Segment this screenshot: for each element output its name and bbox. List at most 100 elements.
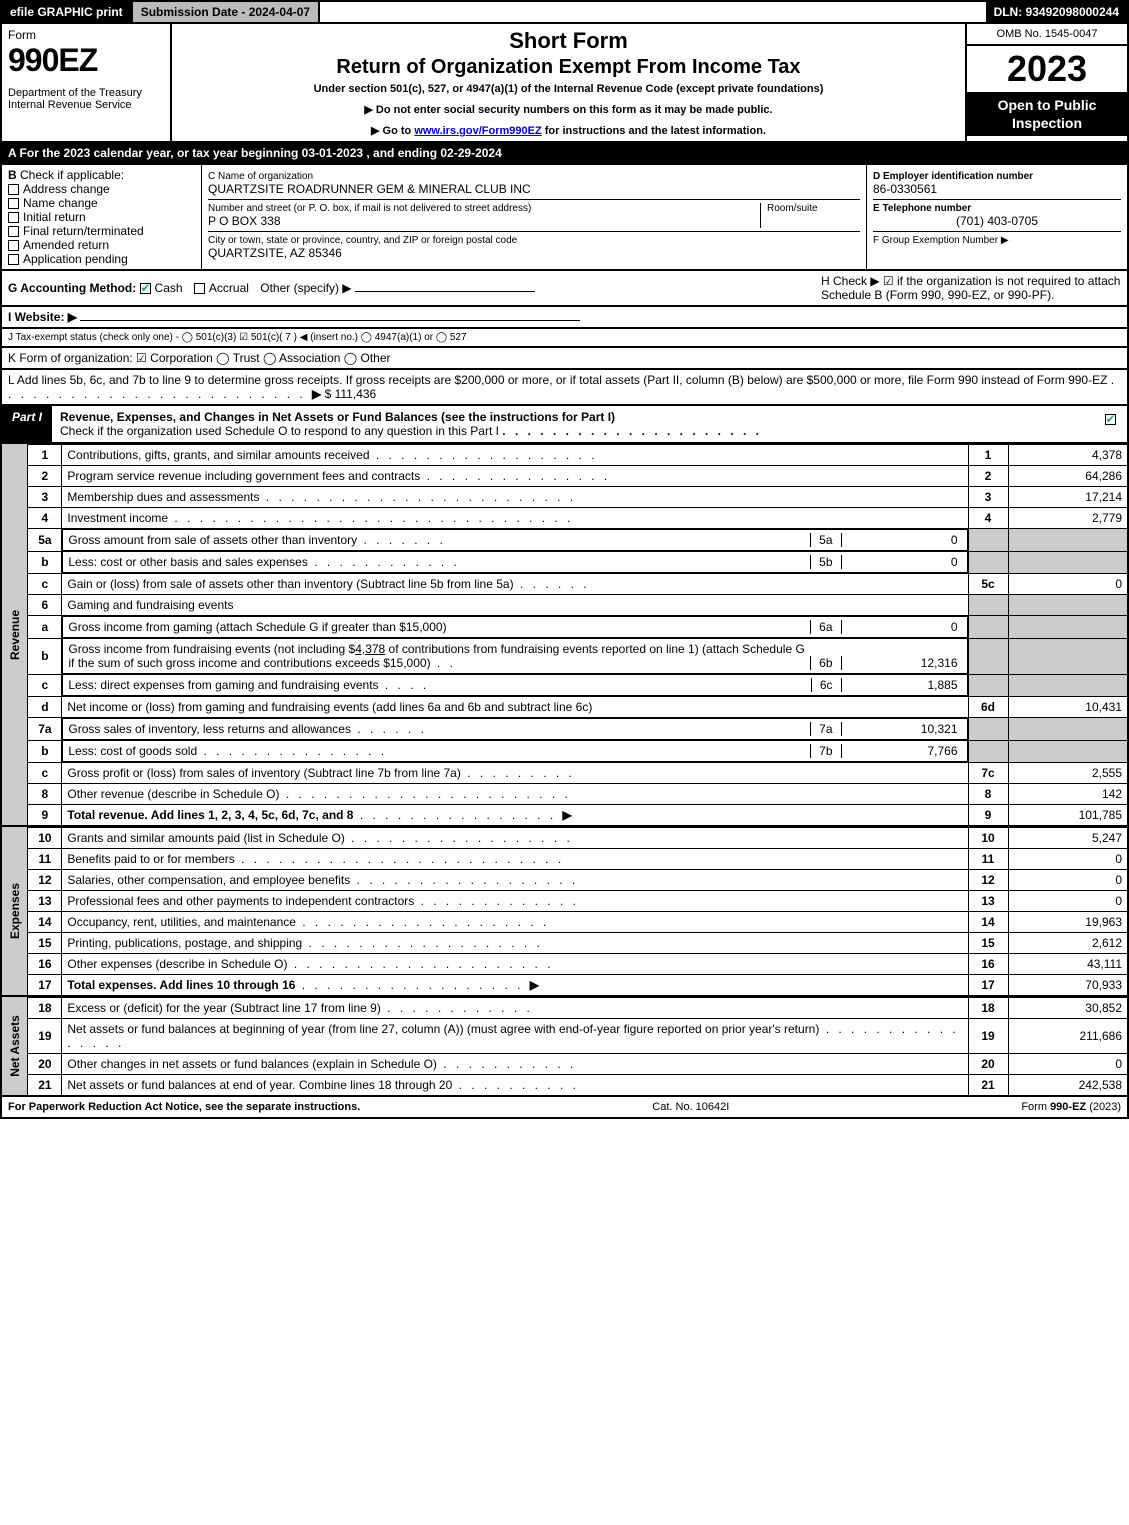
d-label: D Employer identification number xyxy=(873,171,1121,182)
section-l: L Add lines 5b, 6c, and 7b to line 9 to … xyxy=(0,370,1129,406)
l-amount: $ 111,436 xyxy=(325,387,377,401)
irs-link[interactable]: www.irs.gov/Form990EZ xyxy=(414,125,541,137)
department: Department of the Treasury Internal Reve… xyxy=(8,87,164,111)
line-5c: cGain or (loss) from sale of assets othe… xyxy=(28,574,1128,595)
expenses-table: 10Grants and similar amounts paid (list … xyxy=(27,827,1129,997)
e-label: E Telephone number xyxy=(873,203,1121,214)
l-arrow: ▶ xyxy=(312,387,321,401)
line-21: 21Net assets or fund balances at end of … xyxy=(28,1075,1128,1097)
chk-name-change[interactable] xyxy=(8,198,19,209)
footer-left: For Paperwork Reduction Act Notice, see … xyxy=(8,1101,360,1113)
l-text: L Add lines 5b, 6c, and 7b to line 9 to … xyxy=(8,373,1107,387)
chk-final-return[interactable] xyxy=(8,226,19,237)
line-14: 14Occupancy, rent, utilities, and mainte… xyxy=(28,912,1128,933)
line-11: 11Benefits paid to or for members . . . … xyxy=(28,849,1128,870)
chk-address-change[interactable] xyxy=(8,184,19,195)
line-8: 8Other revenue (describe in Schedule O) … xyxy=(28,784,1128,805)
line-6: 6Gaming and fundraising events xyxy=(28,595,1128,616)
section-j: J Tax-exempt status (check only one) - ◯… xyxy=(0,329,1129,348)
title-short-form: Short Form xyxy=(178,28,959,54)
header-left: Form 990EZ Department of the Treasury In… xyxy=(2,24,172,141)
line-16: 16Other expenses (describe in Schedule O… xyxy=(28,954,1128,975)
room-label: Room/suite xyxy=(767,203,860,214)
chk-application-pending[interactable] xyxy=(8,254,19,265)
part-i-checkbox-cell xyxy=(1097,406,1127,442)
chk-accrual[interactable] xyxy=(194,283,205,294)
line-6a: aGross income from gaming (attach Schedu… xyxy=(28,616,1128,639)
line-4: 4Investment income . . . . . . . . . . .… xyxy=(28,508,1128,529)
expenses-vlabel: Expenses xyxy=(0,827,27,997)
subtitle: Under section 501(c), 527, or 4947(a)(1)… xyxy=(178,83,959,95)
chk-schedule-o[interactable] xyxy=(1105,414,1116,425)
part-i-check-text: Check if the organization used Schedule … xyxy=(60,424,499,438)
g-label: G Accounting Method: xyxy=(8,281,136,295)
header-right: OMB No. 1545-0047 2023 Open to Public In… xyxy=(967,24,1127,141)
section-c: C Name of organization QUARTZSITE ROADRU… xyxy=(202,165,867,269)
other-specify-line[interactable] xyxy=(355,291,535,292)
line-3: 3Membership dues and assessments . . . .… xyxy=(28,487,1128,508)
i-label: I Website: ▶ xyxy=(8,310,77,324)
line-5b: bLess: cost or other basis and sales exp… xyxy=(28,551,1128,574)
note-ssn: ▶ Do not enter social security numbers o… xyxy=(178,103,959,116)
c-city-label: City or town, state or province, country… xyxy=(208,235,860,246)
part-i-header: Part I Revenue, Expenses, and Changes in… xyxy=(0,406,1129,444)
b-text: Check if applicable: xyxy=(20,168,124,182)
opt-application-pending: Application pending xyxy=(23,252,128,266)
opt-amended-return: Amended return xyxy=(23,238,109,252)
line-2: 2Program service revenue including gover… xyxy=(28,466,1128,487)
opt-other: Other (specify) ▶ xyxy=(260,281,351,295)
c-name-label: C Name of organization xyxy=(208,171,860,182)
form-header: Form 990EZ Department of the Treasury In… xyxy=(0,24,1129,143)
opt-address-change: Address change xyxy=(23,182,110,196)
f-label: F Group Exemption Number ▶ xyxy=(873,235,1121,246)
revenue-section: Revenue 1Contributions, gifts, grants, a… xyxy=(0,444,1129,827)
section-k: K Form of organization: ☑ Corporation ◯ … xyxy=(0,348,1129,370)
part-i-label: Part I xyxy=(2,406,52,442)
title-return: Return of Organization Exempt From Incom… xyxy=(178,56,959,79)
line-15: 15Printing, publications, postage, and s… xyxy=(28,933,1128,954)
chk-cash[interactable] xyxy=(140,283,151,294)
b-label: B xyxy=(8,168,17,182)
line-6b: bGross income from fundraising events (n… xyxy=(28,638,1128,674)
line-7a: 7aGross sales of inventory, less returns… xyxy=(28,718,1128,741)
telephone: (701) 403-0705 xyxy=(873,214,1121,228)
net-assets-vlabel: Net Assets xyxy=(0,997,27,1097)
line-18: 18Excess or (deficit) for the year (Subt… xyxy=(28,998,1128,1019)
top-bar: efile GRAPHIC print Submission Date - 20… xyxy=(0,0,1129,24)
section-b: B Check if applicable: Address change Na… xyxy=(2,165,202,269)
chk-amended-return[interactable] xyxy=(8,240,19,251)
street: P O BOX 338 xyxy=(208,214,760,228)
part-i-title: Revenue, Expenses, and Changes in Net As… xyxy=(52,406,1097,442)
line-1: 1Contributions, gifts, grants, and simil… xyxy=(28,445,1128,466)
net-assets-section: Net Assets 18Excess or (deficit) for the… xyxy=(0,997,1129,1097)
footer-mid: Cat. No. 10642I xyxy=(652,1101,729,1113)
website-line[interactable] xyxy=(80,320,580,321)
form-word: Form xyxy=(8,28,164,42)
revenue-table: 1Contributions, gifts, grants, and simil… xyxy=(27,444,1129,827)
line-7b: bLess: cost of goods sold . . . . . . . … xyxy=(28,740,1128,763)
org-info-block: B Check if applicable: Address change Na… xyxy=(0,165,1129,271)
section-i: I Website: ▶ xyxy=(0,307,1129,329)
city-state-zip: QUARTZSITE, AZ 85346 xyxy=(208,246,860,260)
section-a: A For the 2023 calendar year, or tax yea… xyxy=(0,143,1129,165)
efile-print[interactable]: efile GRAPHIC print xyxy=(2,2,133,22)
header-mid: Short Form Return of Organization Exempt… xyxy=(172,24,967,141)
footer-right: Form 990-EZ (2023) xyxy=(1021,1101,1121,1113)
expenses-section: Expenses 10Grants and similar amounts pa… xyxy=(0,827,1129,997)
omb-number: OMB No. 1545-0047 xyxy=(967,24,1127,46)
opt-cash: Cash xyxy=(155,281,183,295)
revenue-vlabel: Revenue xyxy=(0,444,27,827)
line-19: 19Net assets or fund balances at beginni… xyxy=(28,1019,1128,1054)
line-6d: dNet income or (loss) from gaming and fu… xyxy=(28,697,1128,718)
line-9: 9Total revenue. Add lines 1, 2, 3, 4, 5c… xyxy=(28,805,1128,827)
page-footer: For Paperwork Reduction Act Notice, see … xyxy=(0,1097,1129,1119)
chk-initial-return[interactable] xyxy=(8,212,19,223)
note-url: ▶ Go to www.irs.gov/Form990EZ for instru… xyxy=(178,124,959,137)
opt-accrual: Accrual xyxy=(209,281,249,295)
opt-final-return: Final return/terminated xyxy=(23,224,144,238)
open-inspection: Open to Public Inspection xyxy=(967,92,1127,136)
net-assets-table: 18Excess or (deficit) for the year (Subt… xyxy=(27,997,1129,1097)
opt-name-change: Name change xyxy=(23,196,98,210)
section-h: H Check ▶ ☑ if the organization is not r… xyxy=(821,274,1121,302)
org-name: QUARTZSITE ROADRUNNER GEM & MINERAL CLUB… xyxy=(208,182,860,196)
